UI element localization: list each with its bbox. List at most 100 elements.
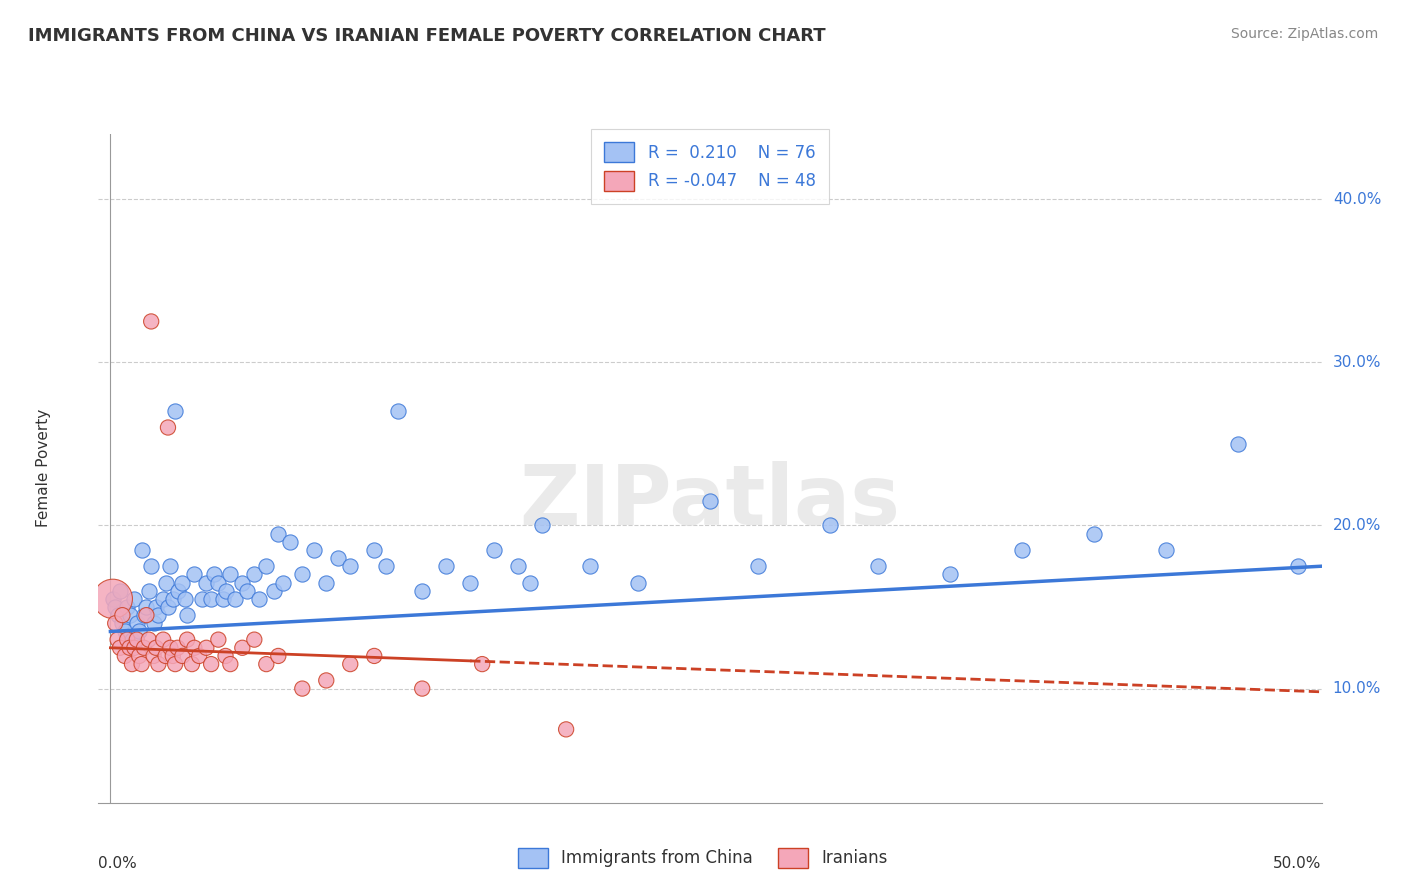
- Point: [138, 632, 160, 647]
- Text: 10.0%: 10.0%: [1333, 681, 1381, 696]
- Point: [1154, 542, 1177, 557]
- Point: [176, 608, 198, 623]
- Point: [107, 608, 129, 623]
- Point: [155, 575, 177, 590]
- Point: [132, 608, 155, 623]
- Point: [111, 608, 134, 623]
- Point: [125, 616, 148, 631]
- Point: [166, 640, 188, 655]
- Point: [508, 559, 530, 574]
- Point: [156, 599, 179, 614]
- Point: [101, 591, 124, 606]
- Point: [183, 640, 205, 655]
- Point: [243, 567, 266, 582]
- Point: [148, 657, 170, 672]
- Point: [124, 591, 146, 606]
- Point: [339, 559, 361, 574]
- Point: [114, 648, 136, 663]
- Point: [214, 583, 236, 598]
- Point: [579, 559, 602, 574]
- Point: [818, 518, 841, 533]
- Point: [101, 591, 124, 606]
- Point: [458, 575, 481, 590]
- Point: [471, 657, 494, 672]
- Point: [482, 542, 505, 557]
- Point: [315, 673, 337, 688]
- Point: [125, 632, 148, 647]
- Point: [118, 608, 141, 623]
- Point: [108, 583, 131, 598]
- Point: [214, 648, 236, 663]
- Point: [111, 616, 134, 631]
- Point: [114, 624, 136, 639]
- Point: [254, 559, 277, 574]
- Point: [555, 723, 578, 737]
- Point: [173, 591, 195, 606]
- Point: [145, 599, 167, 614]
- Point: [132, 640, 155, 655]
- Point: [387, 404, 409, 418]
- Point: [328, 551, 350, 566]
- Point: [1083, 526, 1105, 541]
- Text: Source: ZipAtlas.com: Source: ZipAtlas.com: [1230, 27, 1378, 41]
- Point: [315, 575, 337, 590]
- Point: [162, 591, 184, 606]
- Point: [1286, 559, 1309, 574]
- Point: [131, 657, 153, 672]
- Point: [363, 648, 385, 663]
- Point: [271, 575, 294, 590]
- Point: [121, 632, 143, 647]
- Point: [202, 567, 225, 582]
- Text: IMMIGRANTS FROM CHINA VS IRANIAN FEMALE POVERTY CORRELATION CHART: IMMIGRANTS FROM CHINA VS IRANIAN FEMALE …: [28, 27, 825, 45]
- Legend: R =  0.210    N = 76, R = -0.047    N = 48: R = 0.210 N = 76, R = -0.047 N = 48: [591, 128, 830, 204]
- Point: [162, 648, 184, 663]
- Legend: Immigrants from China, Iranians: Immigrants from China, Iranians: [512, 841, 894, 875]
- Point: [939, 567, 962, 582]
- Point: [128, 648, 150, 663]
- Point: [219, 567, 242, 582]
- Point: [278, 534, 301, 549]
- Point: [224, 591, 246, 606]
- Point: [411, 583, 433, 598]
- Point: [156, 420, 179, 434]
- Point: [152, 591, 174, 606]
- Point: [124, 640, 146, 655]
- Point: [115, 599, 138, 614]
- Point: [291, 681, 314, 696]
- Point: [411, 681, 433, 696]
- Text: Female Poverty: Female Poverty: [37, 409, 51, 527]
- Point: [128, 624, 150, 639]
- Point: [243, 632, 266, 647]
- Point: [138, 583, 160, 598]
- Point: [531, 518, 554, 533]
- Point: [263, 583, 285, 598]
- Point: [207, 575, 229, 590]
- Point: [339, 657, 361, 672]
- Point: [104, 616, 127, 631]
- Point: [747, 559, 769, 574]
- Point: [152, 632, 174, 647]
- Point: [104, 599, 127, 614]
- Point: [148, 608, 170, 623]
- Point: [207, 632, 229, 647]
- Point: [165, 657, 187, 672]
- Point: [247, 591, 270, 606]
- Point: [108, 640, 131, 655]
- Point: [231, 640, 253, 655]
- Point: [434, 559, 457, 574]
- Point: [219, 657, 242, 672]
- Point: [212, 591, 235, 606]
- Point: [200, 591, 222, 606]
- Point: [627, 575, 650, 590]
- Point: [155, 648, 177, 663]
- Point: [519, 575, 541, 590]
- Point: [159, 640, 181, 655]
- Text: 0.0%: 0.0%: [98, 856, 138, 871]
- Point: [135, 599, 157, 614]
- Point: [145, 640, 167, 655]
- Point: [135, 608, 157, 623]
- Point: [142, 648, 165, 663]
- Text: 40.0%: 40.0%: [1333, 192, 1381, 207]
- Point: [188, 648, 211, 663]
- Point: [254, 657, 277, 672]
